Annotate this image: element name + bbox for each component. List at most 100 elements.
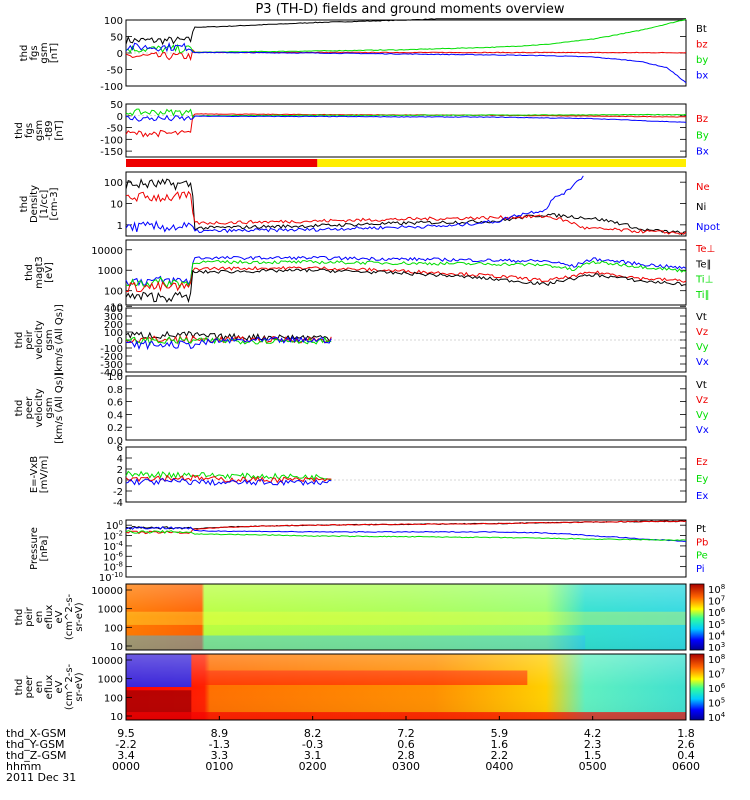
y-axis-label: [mV/m] [39, 456, 50, 494]
legend-Pe: Pe [696, 551, 708, 562]
legend-Pb: Pb [696, 537, 708, 548]
y-tick-label: 10-4 [103, 540, 123, 553]
y-axis-label: peir [24, 329, 35, 349]
ephemeris-value: -2.2 [115, 738, 136, 751]
y-tick-label: 0.4 [107, 410, 123, 421]
y-tick-label: 2 [117, 465, 123, 476]
colorbar-tick-label: 104 [708, 711, 726, 724]
y-tick-label: 0.6 [107, 398, 123, 409]
y-axis-label: (cm^2-s- [64, 593, 75, 640]
y-axis-label: -t89 [44, 120, 55, 140]
y-axis-label: gsm [44, 397, 55, 418]
y-axis-label: [1/cc] [39, 190, 50, 219]
peer-colorbar [689, 653, 705, 721]
y-axis-label: Density [29, 185, 40, 223]
ephemeris-value: 3.3 [211, 749, 229, 762]
y-tick-label: 0.2 [107, 423, 123, 434]
legend-By: By [696, 130, 709, 141]
legend-Bx: Bx [696, 147, 709, 158]
ephemeris-label: thd_Z-GSM [6, 749, 66, 762]
legend-Te⊥: Te⊥ [695, 244, 715, 255]
y-tick-label: 100 [104, 328, 123, 339]
series-Ti⊥ [125, 259, 687, 289]
panel-frame [125, 375, 687, 441]
y-axis-label: (cm^2-s- [64, 663, 75, 710]
panel-mode_bar [126, 159, 686, 167]
y-tick-label: 1000 [98, 675, 123, 686]
panel-density: 100 10 1 Ne Ni Npot thd Density [1/cc] [cm-3] [19, 171, 720, 237]
legend-Vx: Vx [696, 425, 709, 436]
colorbar-tick-label: 103 [708, 641, 725, 654]
y-axis-label: thd [19, 196, 30, 213]
y-axis-label: thd [14, 122, 25, 139]
y-tick-label: -4 [113, 498, 123, 509]
series-Pi [125, 526, 687, 542]
series-By [125, 108, 687, 119]
series-Te∥ [125, 268, 686, 304]
y-axis-label: [km/s (All Qs)] [54, 304, 65, 376]
y-axis-label: thd [14, 679, 25, 696]
legend-Vt: Vt [696, 312, 707, 323]
y-axis-label: [cm-3] [49, 187, 60, 220]
ephemeris-value: 0400 [485, 760, 513, 773]
ephemeris-value: 4.2 [584, 727, 602, 740]
ephemeris-value: 5.9 [491, 727, 509, 740]
y-tick-label: -100 [100, 344, 123, 355]
panel-frame [125, 171, 687, 237]
ephemeris-value: 1.8 [677, 727, 695, 740]
y-axis-label: sr-eV) [74, 602, 85, 631]
legend-Ne: Ne [696, 182, 710, 193]
panel-frame [125, 583, 687, 651]
y-axis-label: [eV] [44, 262, 55, 283]
y-axis-label: en [34, 681, 45, 694]
ephemeris-value: 2.6 [677, 738, 695, 751]
ephemeris-value: 0.4 [677, 749, 695, 762]
legend-Ti⊥: Ti⊥ [695, 275, 713, 286]
series-Ey [125, 470, 332, 481]
y-tick-label: -100 [100, 82, 123, 93]
y-axis-label: Pressure [29, 527, 40, 570]
y-tick-label: 50 [110, 100, 123, 111]
ephemeris-value: 0500 [579, 760, 607, 773]
ephemeris-value: 8.2 [304, 727, 322, 740]
y-tick-label: 0 [117, 476, 123, 487]
ephemeris-value: 0600 [672, 760, 700, 773]
legend-Te∥: Te∥ [695, 259, 712, 270]
y-tick-label: 1.0 [107, 372, 123, 383]
colorbar-tick-label: 108 [708, 583, 725, 596]
legend-bx: bx [696, 71, 708, 82]
y-tick-label: 100 [104, 16, 123, 27]
y-tick-label: 50 [110, 33, 123, 44]
series-Ne [125, 190, 687, 235]
y-tick-label: 10-6 [103, 550, 123, 563]
legend-Vz: Vz [696, 327, 708, 338]
legend-Ey: Ey [696, 474, 708, 485]
series-Bz [125, 113, 687, 138]
y-axis-label: eflux [44, 605, 55, 630]
y-axis-label: E=-VxB [29, 456, 40, 493]
series-Npot [125, 175, 584, 234]
y-tick-label: 0.0 [107, 436, 123, 447]
y-axis-label: gsm [39, 42, 50, 63]
colorbar-tick-label: 106 [708, 606, 726, 619]
mode-segment [126, 159, 318, 167]
series-Te⊥ [125, 265, 687, 293]
y-tick-label: 10000 [91, 246, 123, 257]
y-axis-label: peer [24, 675, 35, 699]
y-tick-label: 300 [104, 312, 123, 323]
y-axis-label: thd [14, 400, 25, 417]
legend-Bt: Bt [696, 24, 707, 35]
y-axis-label: thd [14, 332, 25, 349]
series-Vt [125, 330, 332, 342]
legend-bz: bz [696, 40, 708, 51]
legend-Vx: Vx [696, 357, 709, 368]
legend-Vz: Vz [696, 395, 708, 406]
y-tick-label: 10 [110, 302, 123, 313]
y-axis-label: magt3 [34, 256, 45, 289]
y-tick-label: 10 [110, 642, 123, 653]
legend-Vy: Vy [696, 342, 709, 353]
